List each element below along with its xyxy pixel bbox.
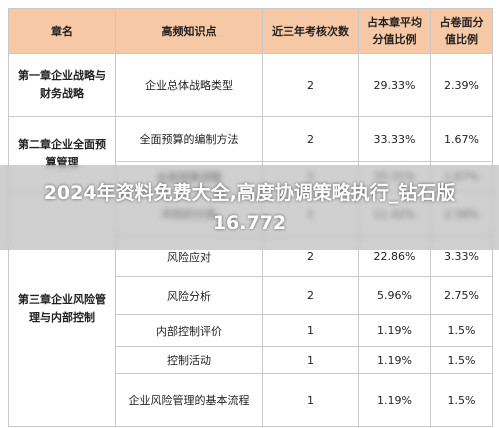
table-row: 第一章企业战略与财务战略 企业总体战略类型 2 29.33% 2.39% xyxy=(8,53,493,117)
table-cell: 企业风险管理的基本流程 xyxy=(115,373,263,427)
table-cell: 1.19% xyxy=(358,373,431,427)
table-cell: 内部控制评价 xyxy=(115,314,263,347)
table-cell: 2 xyxy=(262,116,359,162)
table-cell: 1.5% xyxy=(430,373,493,427)
table-row: 第二章企业全面预算管理 全面预算的编制方法 2 33.33% 1.67% xyxy=(8,116,493,192)
table-cell: 1 xyxy=(262,346,359,374)
table-row: 企业风险管理的基本流程 1 1.19% 1.5% xyxy=(9,373,493,427)
table-cell: 1.5% xyxy=(430,346,493,374)
table-cell: 1 xyxy=(262,314,359,347)
column-header: 占卷面分值比例 xyxy=(430,8,493,54)
overlay-banner: 2024年资料免费大全,高度协调策略执行_钻石版16.772 xyxy=(0,165,499,250)
table-cell: 1.67% xyxy=(430,116,493,162)
table-cell: 29.33% xyxy=(358,53,431,117)
table-cell: 2.75% xyxy=(430,276,493,315)
table-cell: 2 xyxy=(262,53,359,117)
table-cell: 2 xyxy=(262,276,359,315)
table-cell: 1.19% xyxy=(358,346,431,374)
table-cell: 5.96% xyxy=(358,276,431,315)
table-cell: 控制活动 xyxy=(115,346,263,374)
table-row: 内部控制评价 1 1.19% 1.5% xyxy=(9,314,493,347)
column-header: 章名 xyxy=(8,8,116,54)
table-cell: 全面预算的编制方法 xyxy=(115,116,263,162)
table-cell: 1.5% xyxy=(430,314,493,347)
column-header: 近三年考核次数 xyxy=(262,8,359,54)
chapter-cell: 第一章企业战略与财务战略 xyxy=(8,53,116,117)
table-row: 风险分析 2 5.96% 2.75% xyxy=(9,276,493,315)
header-row: 章名 高频知识点 近三年考核次数 占本章平均分值比例 占卷面分值比例 xyxy=(8,8,493,54)
column-header: 占本章平均分值比例 xyxy=(358,8,431,54)
table-cell: 2.39% xyxy=(430,53,493,117)
table-cell: 1.19% xyxy=(358,314,431,347)
table-cell: 风险分析 xyxy=(115,276,263,315)
table-cell: 1 xyxy=(262,373,359,427)
table-cell: 企业总体战略类型 xyxy=(115,53,263,117)
table-cell: 33.33% xyxy=(358,116,431,162)
table-row: 控制活动 1 1.19% 1.5% xyxy=(9,346,493,374)
column-header: 高频知识点 xyxy=(115,8,263,54)
